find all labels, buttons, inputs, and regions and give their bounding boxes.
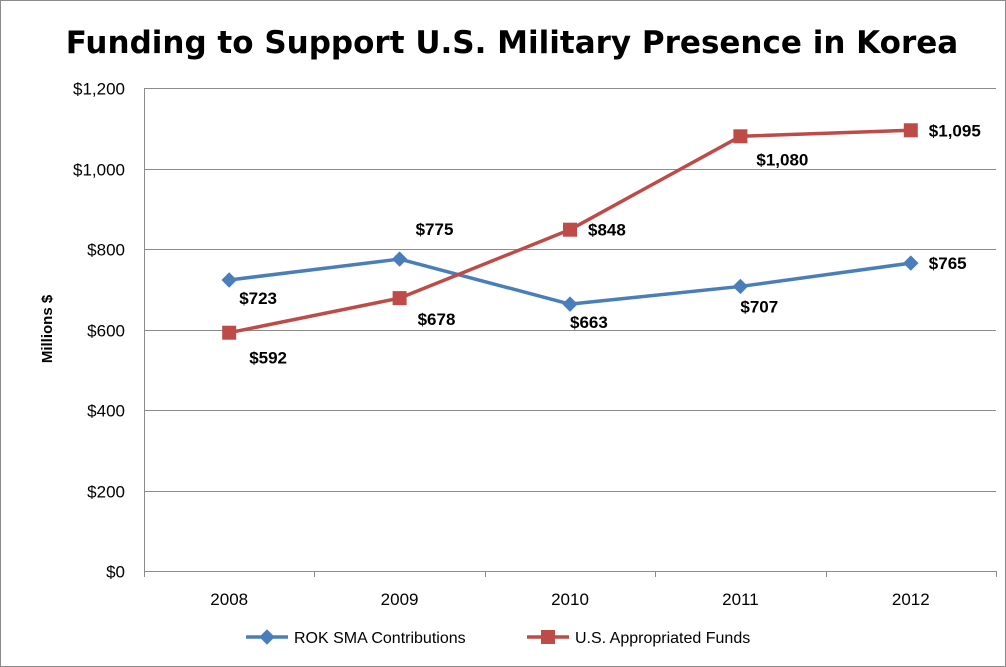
data-label: $1,095 [929, 121, 981, 140]
y-tick-label: $600 [87, 322, 125, 341]
data-label: $723 [239, 289, 277, 308]
data-point-square [392, 291, 407, 306]
y-tick-label: $200 [87, 483, 125, 502]
data-label: $592 [249, 349, 287, 368]
legend-label: ROK SMA Contributions [294, 630, 466, 647]
legend-label: U.S. Appropriated Funds [575, 630, 750, 647]
x-tick-label: 2012 [892, 590, 930, 609]
data-point-square [563, 222, 577, 237]
gridlines [144, 88, 996, 572]
x-axis-ticks: 2008 2009 2010 2011 2012 [210, 590, 929, 609]
y-axis-label: Millions $ [39, 294, 56, 363]
y-tick-label: $800 [87, 241, 125, 260]
chart-title: Funding to Support U.S. Military Presenc… [66, 25, 958, 61]
x-tick-label: 2008 [210, 590, 248, 609]
data-point-diamond [562, 296, 578, 312]
data-point-square [541, 630, 555, 644]
axes [144, 88, 997, 577]
data-label: $775 [416, 220, 454, 239]
data-labels: $723 $775 $663 $707 $765 $592 $678 $848 $1,080 $1… [239, 121, 981, 367]
data-point-diamond [903, 255, 919, 271]
legend: ROK SMA Contributions U.S. Appropriated F… [246, 629, 750, 647]
data-label: $707 [740, 297, 778, 316]
y-tick-label: $0 [106, 563, 125, 582]
x-tick-label: 2011 [722, 590, 759, 609]
data-point-diamond [259, 629, 275, 645]
data-label: $765 [929, 254, 967, 273]
y-tick-label: $400 [87, 402, 125, 421]
data-point-square [903, 123, 918, 138]
data-label: $678 [418, 310, 456, 329]
x-tick-label: 2010 [551, 590, 589, 609]
data-point-square [222, 325, 237, 340]
data-label: $663 [570, 313, 608, 332]
data-point-diamond [732, 278, 749, 295]
y-tick-label: $1,000 [73, 161, 125, 180]
y-tick-label: $1,200 [73, 80, 125, 99]
data-point-diamond [221, 272, 237, 288]
data-point-square [733, 129, 748, 144]
data-label: $1,080 [756, 150, 808, 169]
data-point-diamond [391, 251, 408, 267]
data-label: $848 [588, 221, 626, 240]
series-layer [221, 123, 919, 340]
x-tick-label: 2009 [381, 590, 419, 609]
y-axis-ticks: $0 $200 $400 $600 $800 $1,000 $1,200 [73, 80, 125, 582]
